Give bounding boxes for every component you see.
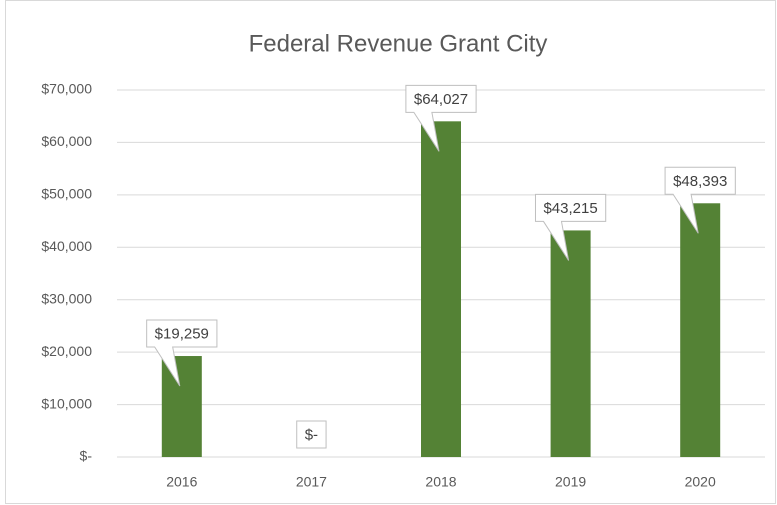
y-tick-label: $10,000	[41, 395, 92, 411]
data-label-callout	[534, 193, 607, 261]
data-label-callout	[146, 319, 218, 387]
x-tick-label: 2017	[296, 474, 327, 490]
y-tick-label: $-	[80, 448, 93, 464]
chart-title: Federal Revenue Grant City	[249, 30, 548, 57]
data-label: $48,393	[673, 173, 727, 190]
chart-frame	[5, 0, 776, 504]
data-label-callout	[296, 420, 327, 449]
x-tick-label: 2020	[685, 474, 716, 490]
bar	[680, 203, 721, 457]
y-tick-label: $60,000	[41, 133, 92, 149]
x-tick-label: 2018	[425, 474, 456, 490]
data-label: $19,259	[155, 325, 209, 342]
bar	[550, 230, 591, 457]
y-tick-label: $40,000	[41, 238, 92, 254]
data-label: $64,027	[414, 91, 468, 108]
x-tick-label: 2019	[555, 474, 586, 490]
data-label: $43,215	[543, 200, 597, 217]
data-label: $-	[305, 426, 318, 443]
x-tick-label: 2016	[166, 474, 197, 490]
bar	[161, 356, 202, 457]
y-tick-label: $30,000	[41, 290, 92, 306]
bar	[421, 121, 461, 457]
data-label-callout	[664, 166, 736, 234]
y-tick-label: $50,000	[41, 186, 92, 202]
y-tick-label: $20,000	[41, 343, 92, 359]
data-label-callout	[405, 84, 477, 152]
y-tick-label: $70,000	[41, 81, 92, 97]
